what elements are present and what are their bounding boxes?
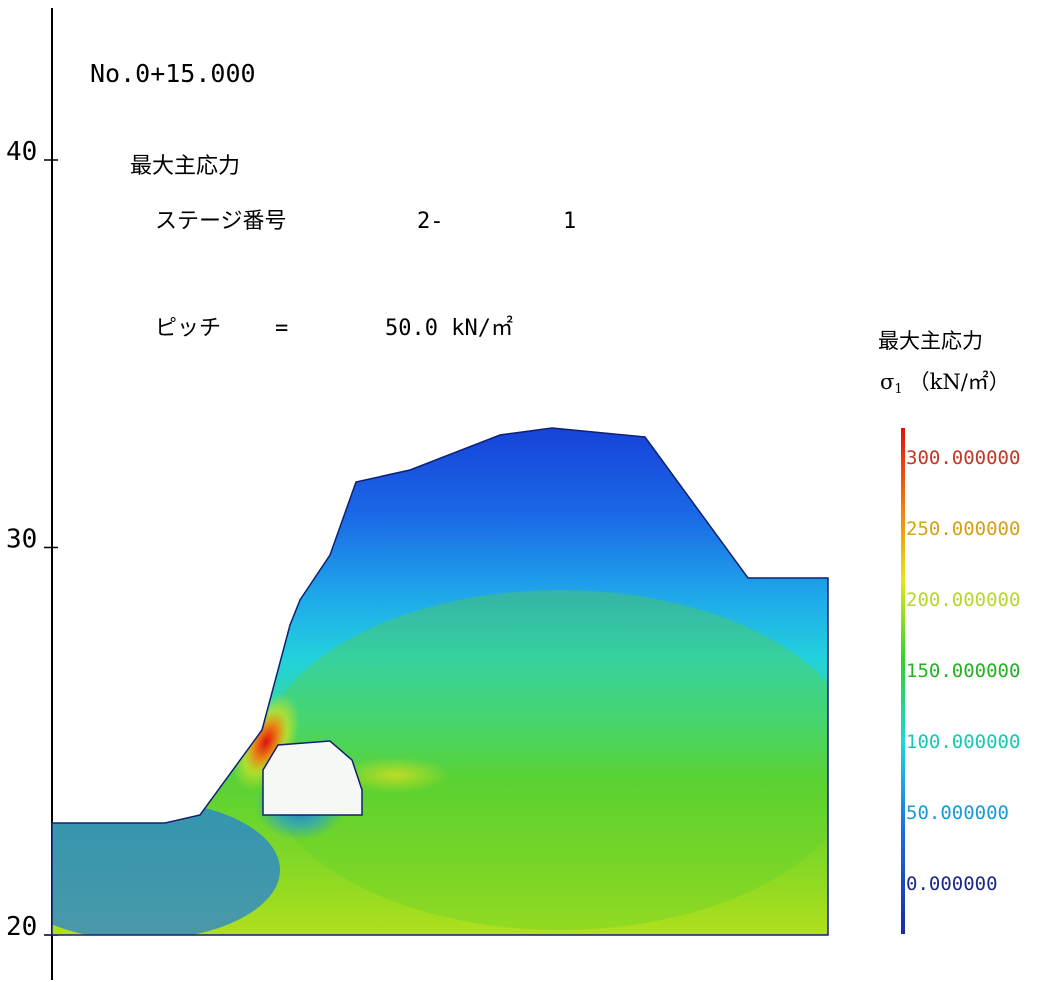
- y-tick-label: 30: [6, 525, 37, 555]
- legend-level-label: 50.000000: [906, 802, 1009, 824]
- stage-minor: 1: [563, 209, 576, 234]
- legend-symbol-line: σ1 （kN/㎡）: [880, 370, 1010, 397]
- legend-level-label: 150.000000: [906, 660, 1020, 682]
- legend-symbol: σ: [880, 370, 894, 394]
- y-tick-label: 40: [6, 137, 37, 167]
- contour-domain: [52, 428, 828, 935]
- legend-labels: 300.000000 250.000000 200.000000 150.000000…: [906, 447, 1020, 895]
- legend-colorbar: [901, 428, 905, 934]
- pitch-label: ピッチ: [155, 316, 221, 341]
- legend-level-label: 100.000000: [906, 731, 1020, 753]
- y-axis-ticks: 40 30 20: [6, 137, 58, 942]
- stress-field-low-left: [52, 800, 280, 935]
- legend-level-label: 0.000000: [906, 873, 998, 895]
- legend-level-label: 300.000000: [906, 447, 1020, 469]
- station-label: No.0+15.000: [90, 59, 256, 88]
- pitch-value: 50.0 kN/㎡: [385, 315, 513, 341]
- legend-subscript: 1: [894, 382, 902, 397]
- domain-outline: [51, 427, 829, 936]
- y-tick-label: 20: [6, 912, 37, 942]
- plot-title: 最大主応力: [130, 154, 240, 179]
- stress-field-yellow-streak: [340, 757, 450, 793]
- stage-major: 2-: [417, 209, 444, 234]
- stage-label: ステージ番号: [155, 209, 287, 234]
- legend-title: 最大主応力: [878, 329, 983, 353]
- legend-level-label: 250.000000: [906, 518, 1020, 540]
- legend-unit: （kN/㎡）: [909, 370, 1010, 394]
- tunnel-opening: [262, 740, 363, 816]
- stress-field-mid-bulb: [260, 590, 828, 930]
- pitch-equals: =: [275, 316, 288, 341]
- legend-level-label: 200.000000: [906, 589, 1020, 611]
